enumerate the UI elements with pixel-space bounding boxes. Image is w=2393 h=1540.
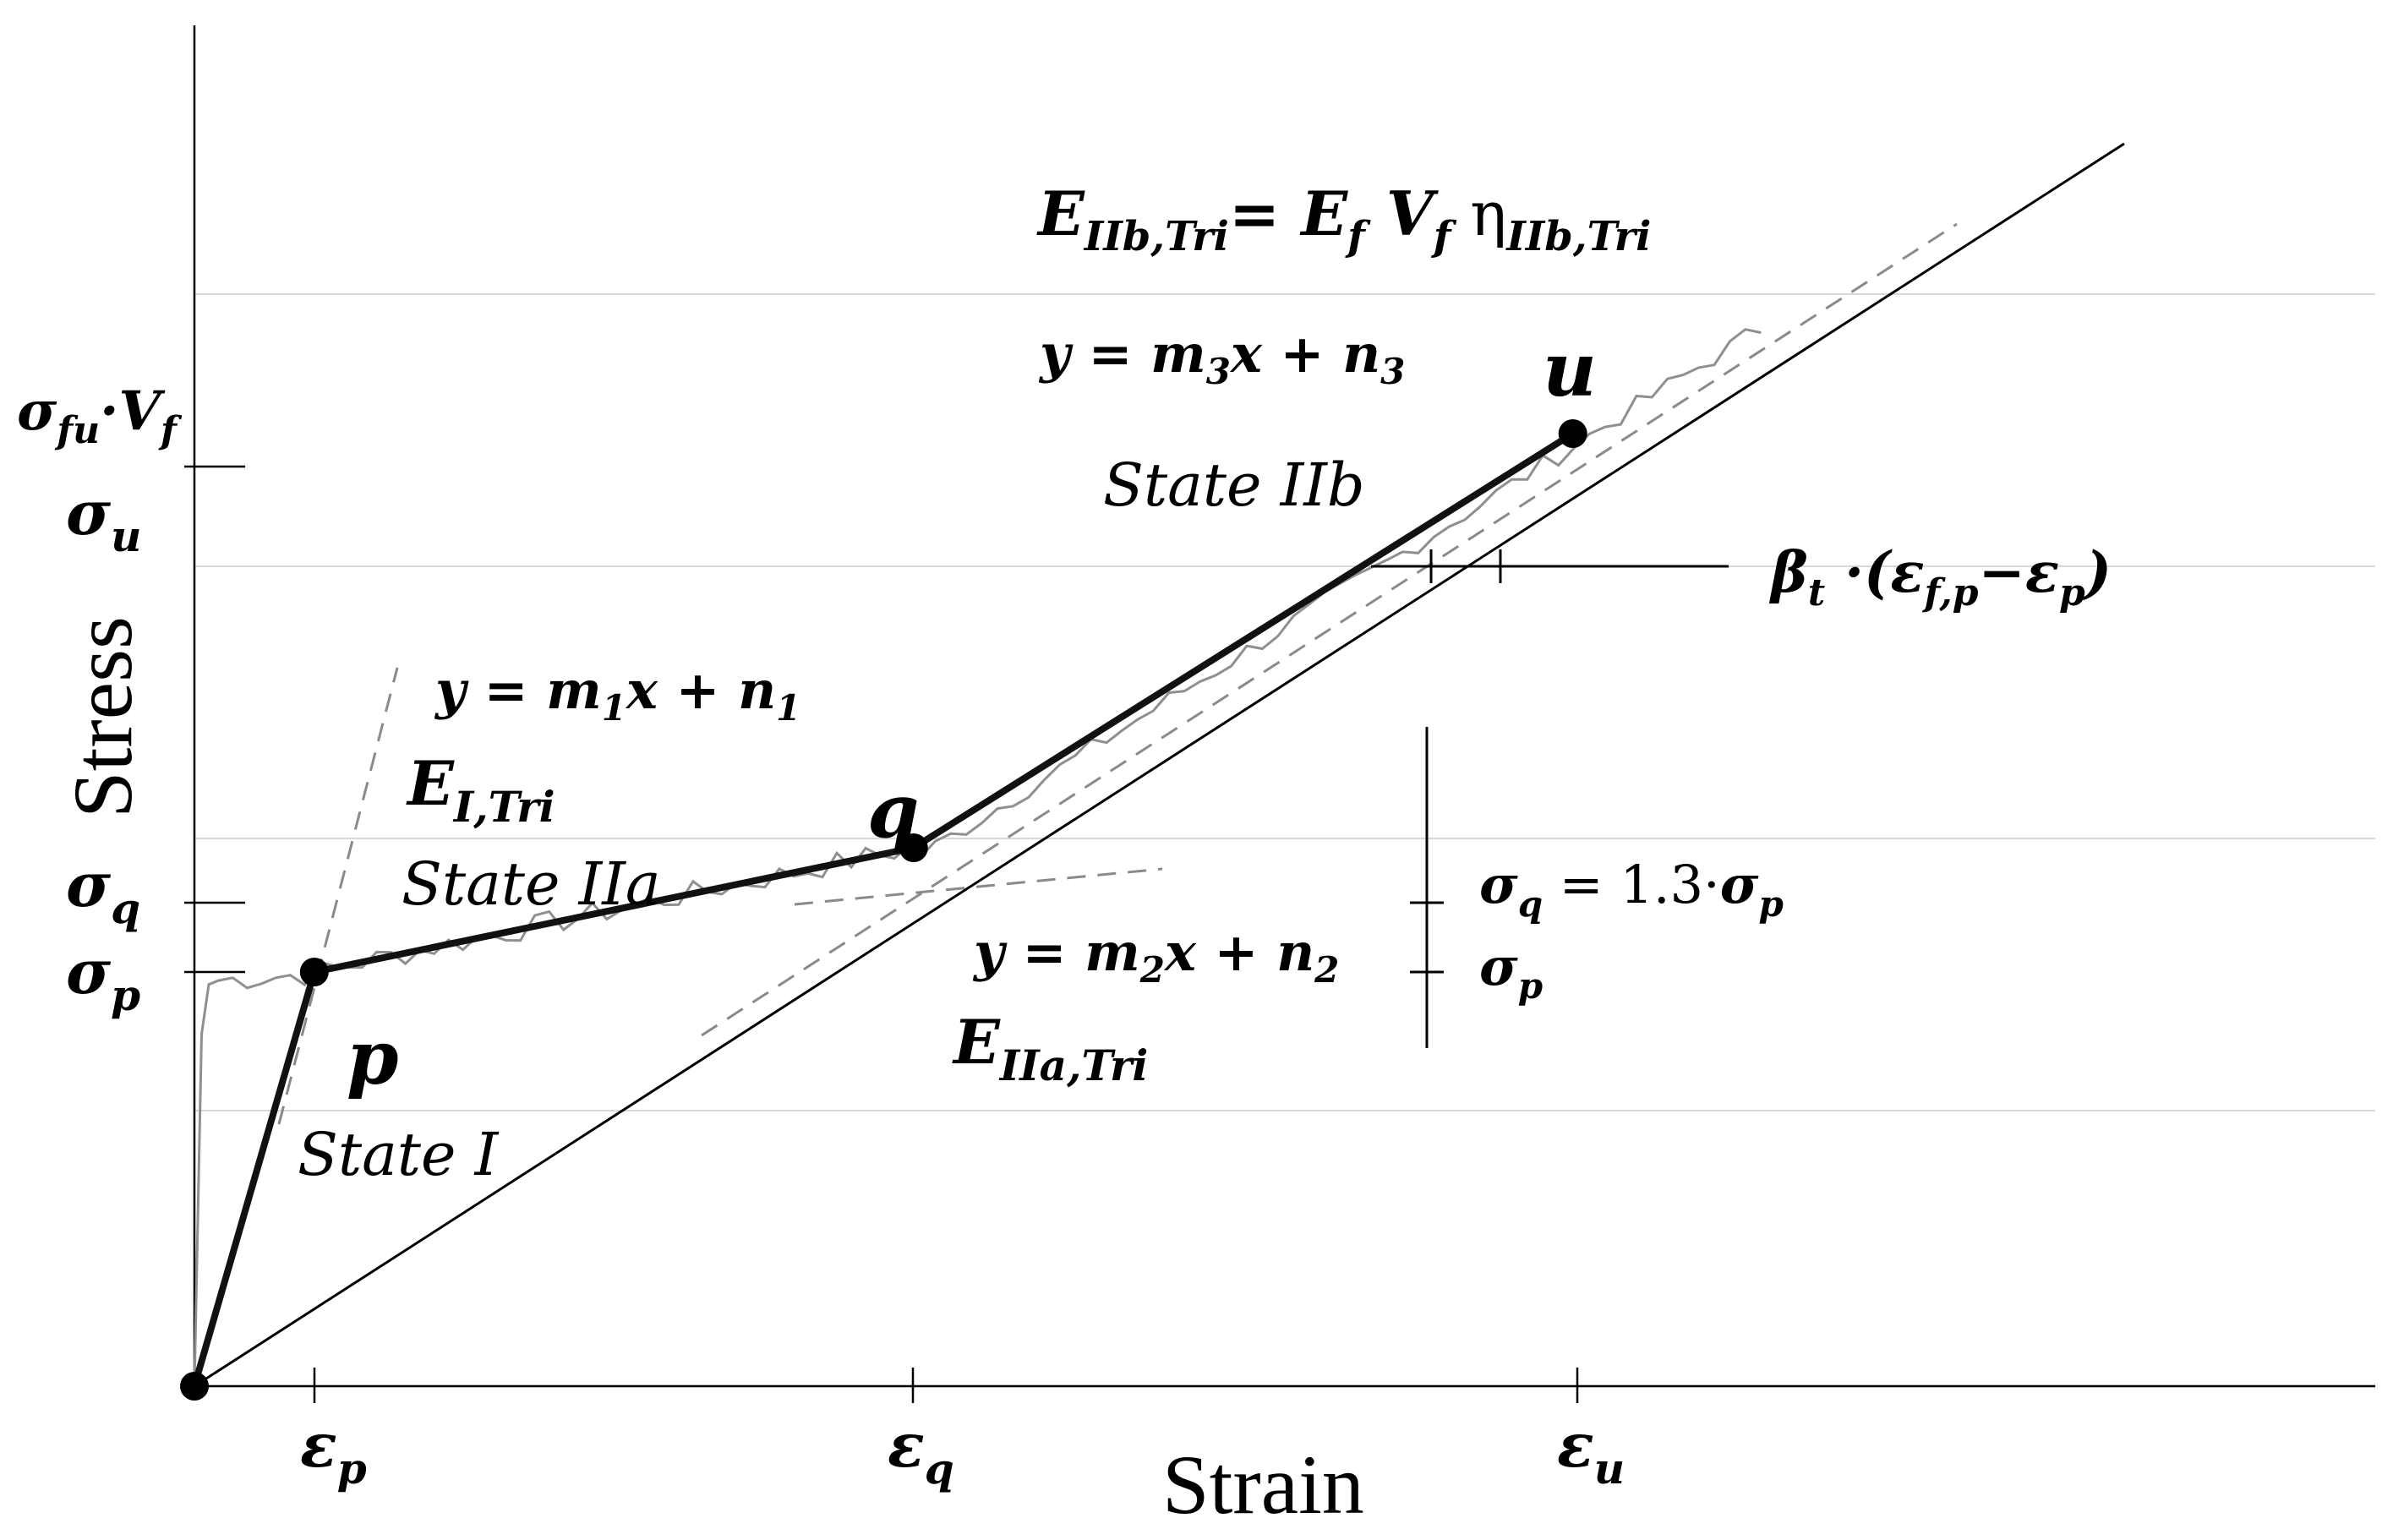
equation-state2a: y = m2x + n2 (972, 921, 1339, 991)
reference-line (194, 142, 2125, 1388)
modulus-state1: EI,Tri (406, 747, 555, 832)
modulus-state2a: EIIa,Tri (952, 1006, 1148, 1090)
modulus-state2b: EIIb,Tri= Ef Vf ηIIb,Tri (1036, 177, 1651, 260)
equation-state2b: y = m3x + n3 (1038, 323, 1405, 392)
model-points (180, 419, 1587, 1401)
tangent-state2a (794, 867, 1163, 906)
sigma-q-note: σq = 1.3·σp (1479, 854, 1784, 925)
model-point-p (299, 958, 329, 986)
x-tick-labels: εp εq εu (300, 1409, 1625, 1494)
trilinear-model-line (191, 430, 1575, 1388)
x-tick-label-q: εq (888, 1409, 954, 1494)
y-tick-label-fu: σfu·Vf (17, 380, 183, 452)
sigma-p-note: σp (1479, 936, 1543, 1007)
y-axis-title: Stress (56, 616, 150, 818)
y-tick-labels: σfu·Vf σu σq σp (17, 380, 183, 1020)
experimental-curve (193, 328, 1762, 1387)
tangent-state1 (277, 667, 399, 1125)
gridlines (194, 293, 2375, 1111)
offset-note: βt ·(εf,p−εp) (1768, 539, 2112, 614)
state-label-2a: State IIa (402, 849, 661, 919)
equation-state1: y = m1x + n1 (434, 659, 800, 729)
model-point-u (1558, 419, 1587, 448)
state-labels: State I State IIa State IIb (298, 451, 1365, 1189)
y-ticks (184, 465, 245, 974)
y-tick-label-q: σq (66, 849, 140, 933)
sigma-bracket (1410, 727, 1444, 1048)
point-label-u: u (1543, 325, 1597, 413)
state-label-2b: State IIb (1103, 451, 1365, 520)
x-tick-label-u: εu (1557, 1409, 1625, 1494)
axes (193, 25, 2375, 1388)
point-label-q: q (867, 767, 920, 855)
x-ticks (313, 1368, 1579, 1403)
y-tick-label-p: σp (66, 936, 140, 1020)
point-label-p: p (347, 1013, 399, 1101)
tangent-state2b (701, 222, 1958, 1037)
offset-marker (1371, 549, 1729, 583)
tangent-lines (277, 222, 1958, 1125)
state-label-1: State I (298, 1120, 500, 1189)
model-point-q (899, 833, 928, 862)
equations: y = m1x + n1 EI,Tri y = m2x + n2 EIIa,Tr… (406, 177, 2112, 1090)
point-labels: p q u (347, 325, 1597, 1101)
y-tick-label-u: σu (66, 477, 141, 561)
model-point-origin (180, 1372, 209, 1401)
x-axis-title: Strain (1162, 1438, 1364, 1532)
x-tick-label-p: εp (300, 1409, 367, 1494)
